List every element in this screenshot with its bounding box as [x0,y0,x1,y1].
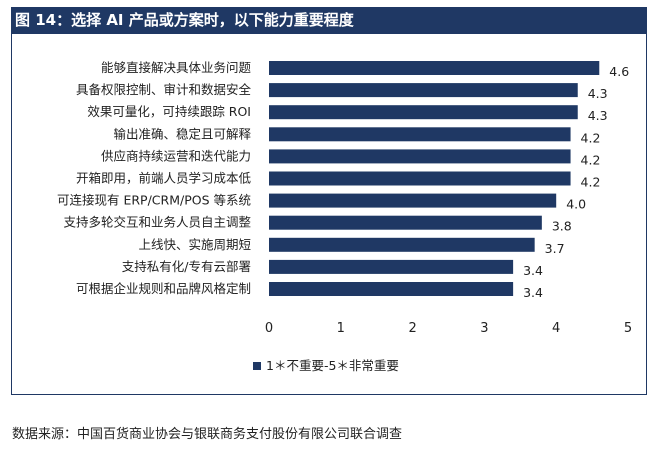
chart-frame [11,33,647,395]
bar [269,215,542,230]
data-label: 4.2 [581,130,601,145]
data-label: 3.4 [523,263,543,278]
data-label: 4.3 [588,86,608,101]
category-label: 输出准确、稳定且可解释 [113,126,251,141]
legend-label: 1＊不重要-5＊非常重要 [266,358,399,373]
data-label: 3.4 [523,285,543,300]
data-label: 4.2 [581,152,601,167]
bar [269,149,571,164]
bar [269,171,571,186]
x-tick-label: 0 [265,321,273,336]
category-label: 可连接现有 ERP/CRM/POS 等系统 [57,193,251,208]
data-label: 4.6 [609,64,629,79]
category-label: 支持私有化/专有云部署 [122,259,251,274]
bar [269,282,514,296]
bar [269,237,535,252]
bar [269,105,578,120]
x-tick-label: 4 [552,321,560,336]
category-label: 上线快、实施周期短 [138,237,251,252]
figure-title: 图 14：选择 AI 产品或方案时，以下能力重要程度 [11,7,647,33]
data-label: 4.3 [588,108,608,123]
bar [269,83,578,98]
category-label: 效果可量化，可持续跟踪 ROI [87,104,251,119]
data-label: 3.7 [545,241,565,256]
data-label: 4.0 [566,197,586,212]
category-label: 能够直接解决具体业务问题 [101,60,252,75]
bar [269,193,557,208]
data-label: 3.8 [552,219,572,234]
category-label: 开箱即用，前端人员学习成本低 [76,171,252,186]
x-tick-label: 2 [408,321,416,336]
source-note: 数据来源：中国百货商业协会与银联商务支付股份有限公司联合调查 [12,427,403,442]
legend-swatch [253,362,261,370]
bar [269,127,571,142]
bar [269,259,514,274]
category-label: 可根据企业规则和品牌风格定制 [76,281,251,296]
x-tick-label: 5 [624,321,632,336]
category-label: 支持多轮交互和业务人员自主调整 [63,215,251,230]
category-label: 具备权限控制、审计和数据安全 [76,82,252,97]
data-label: 4.2 [581,175,601,190]
bar [269,61,600,75]
x-tick-label: 1 [337,321,345,336]
category-label: 供应商持续运营和迭代能力 [101,148,251,163]
x-tick-label: 3 [480,321,488,336]
